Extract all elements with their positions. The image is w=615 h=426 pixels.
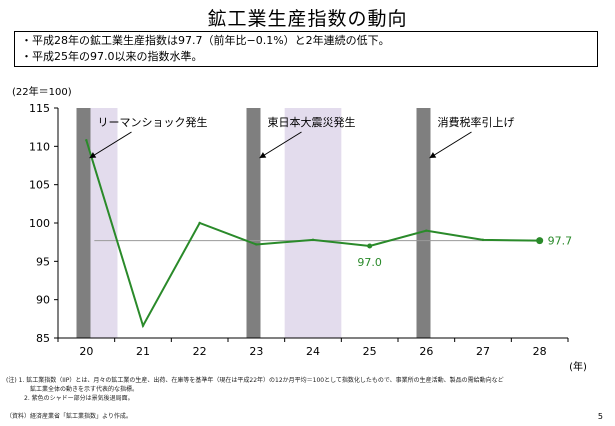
annotations-group: リーマンショック発生 東日本大震災発生 消費税率引上げ (89, 115, 515, 159)
page-title: 鉱工業生産指数の動向 (207, 8, 408, 30)
source-note: （資料）経済産業省「鉱工業指数」より作成。 (6, 413, 132, 420)
data-point-22 (198, 221, 201, 225)
x-tick-label-27: 27 (476, 345, 490, 358)
x-tick-label-21: 21 (136, 345, 150, 358)
data-label-97.0: 97.0 (357, 256, 382, 269)
annotation-arrow-1 (89, 131, 132, 159)
event-bars (76, 108, 431, 338)
end-point-marker (536, 237, 544, 245)
event-bar-2 (246, 108, 261, 338)
footnote-line-3: 2. 紫色のシャドー部分は景気後退局面。 (6, 395, 134, 402)
annotation-arrow-3 (429, 131, 472, 159)
axes: 85 90 95 100 105 110 115 20 21 22 23 24 25 26 27 28 (22年… (12, 85, 587, 373)
annotation-arrowhead-2 (259, 152, 267, 158)
data-label-97.7: 97.7 (548, 235, 573, 248)
y-tick-label-105: 105 (29, 179, 50, 192)
x-tick-label-26: 26 (419, 345, 433, 358)
data-point-21 (141, 324, 145, 327)
annotation-text-2: 東日本大震災発生 (268, 115, 356, 129)
y-tick-label-110: 110 (29, 140, 50, 153)
labels-group: 97.0 97.7 (357, 235, 572, 269)
data-point-24 (311, 238, 315, 242)
data-point-23 (255, 243, 258, 246)
recession-shade-2 (284, 108, 342, 338)
event-bar-3 (416, 108, 431, 338)
annotation-arrowhead-3 (429, 152, 437, 158)
footnote-line-2: 鉱工業全体の動きを示す代表的な指標。 (6, 386, 139, 393)
y-tick-label-85: 85 (36, 332, 50, 345)
y-tick-label-90: 90 (36, 294, 50, 307)
y-tick-label-115: 115 (29, 102, 50, 115)
page-number: 5 (597, 412, 603, 421)
x-tick-label-24: 24 (306, 345, 320, 358)
x-axis-label: (年) (569, 360, 587, 373)
data-point-27 (481, 238, 485, 242)
data-point-20 (85, 139, 88, 142)
x-tick-label-23: 23 (249, 345, 263, 358)
footnotes: (注) 1. 鉱工業指数（IIP）とは、月々の鉱工業の生産、出荷、在庫等を基準年… (6, 376, 566, 403)
x-tick-label-22: 22 (193, 345, 207, 358)
production-index-chart: 85 90 95 100 105 110 115 20 21 22 23 24 25 26 27 28 (22年… (12, 85, 587, 373)
recession-shades (83, 108, 342, 338)
data-point-26 (425, 229, 428, 232)
annotation-text-3: 消費税率引上げ (438, 115, 515, 129)
annotation-arrowhead-1 (89, 152, 97, 158)
x-tick-label-28: 28 (533, 345, 547, 358)
summary-line-2: ・平成25年の97.0以来の指数水準。 (21, 50, 203, 63)
annotation-arrow-2 (259, 131, 302, 159)
low-point-marker (367, 243, 373, 249)
event-bar-1 (76, 108, 91, 338)
summary-box: ・平成28年の鉱工業生産指数は97.7（前年比−0.1%）と2年連続の低下。 ・… (14, 31, 598, 67)
x-tick-label-25: 25 (363, 345, 377, 358)
annotation-text-1: リーマンショック発生 (98, 115, 208, 129)
x-tick-label-20: 20 (79, 345, 93, 358)
unit-label: (22年＝100) (12, 85, 72, 98)
summary-line-1: ・平成28年の鉱工業生産指数は97.7（前年比−0.1%）と2年連続の低下。 (21, 34, 390, 47)
y-tick-label-95: 95 (36, 255, 50, 268)
footnote-line-1: (注) 1. 鉱工業指数（IIP）とは、月々の鉱工業の生産、出荷、在庫等を基準年… (6, 377, 504, 384)
y-tick-label-100: 100 (29, 217, 50, 230)
